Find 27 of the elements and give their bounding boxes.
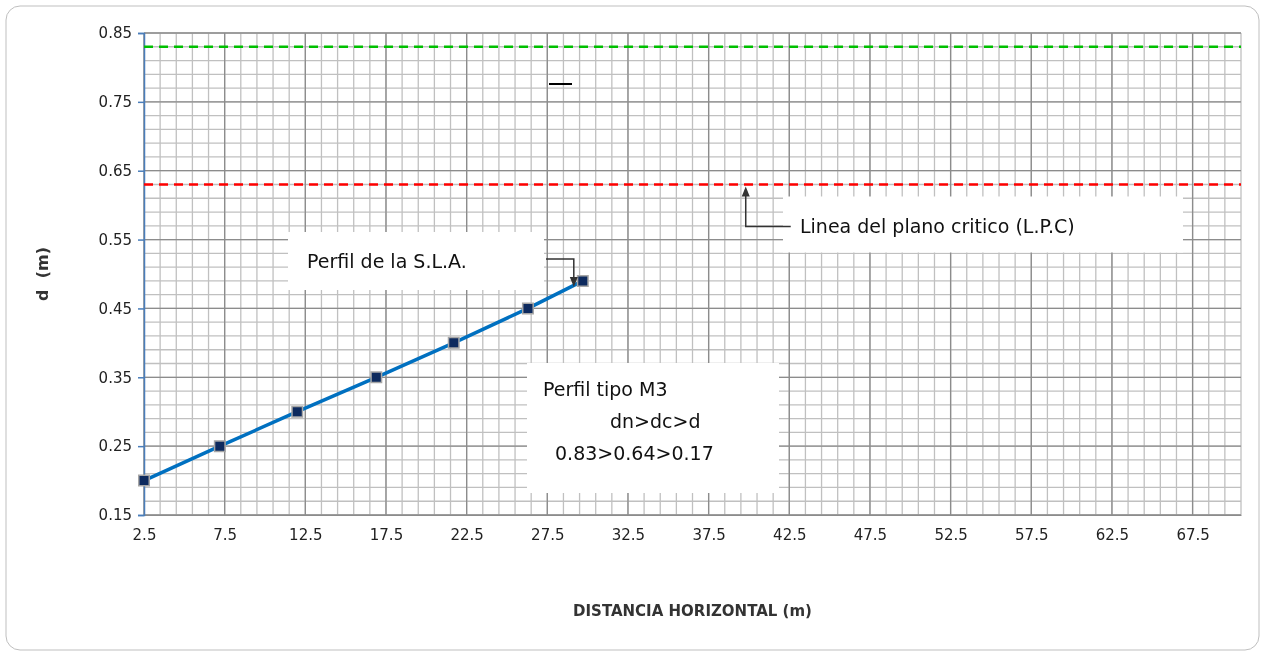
x-tick-label: 47.5 [853, 525, 888, 544]
x-tick-label: 67.5 [1176, 525, 1210, 544]
x-tick-label: 22.5 [450, 525, 484, 544]
y-axis-title: d (m) [33, 247, 52, 301]
x-tick-label: 52.5 [934, 525, 968, 544]
y-tick-label: 0.25 [98, 437, 132, 456]
x-tick-label: 32.5 [611, 525, 646, 544]
x-tick-label: 42.5 [773, 525, 807, 544]
x-tick-label: 27.5 [531, 525, 565, 544]
y-tick-label: 0.15 [98, 506, 132, 525]
y-tick-label: 0.75 [98, 93, 132, 112]
x-tick-label: 7.5 [213, 525, 238, 544]
ref-line-label: Linea del plano critico (L.P.C) [800, 215, 1075, 238]
x-tick-label: 62.5 [1095, 525, 1130, 544]
x-tick-label: 17.5 [369, 525, 404, 544]
y-tick-label: 0.85 [98, 24, 132, 43]
y-tick-label: 0.55 [98, 230, 132, 249]
x-tick-label: 57.5 [1015, 525, 1049, 544]
y-tick-label: 0.65 [98, 162, 132, 181]
y-tick-label: 0.35 [98, 368, 132, 387]
x-tick-label: 2.5 [132, 525, 157, 544]
x-tick-label: 12.5 [289, 525, 323, 544]
x-tick-label: 37.5 [692, 525, 726, 544]
annotation: Perfil de la S.L.A. [307, 250, 467, 272]
x-axis-title: DISTANCIA HORIZONTAL (m) [573, 602, 812, 620]
y-tick-label: 0.45 [98, 299, 132, 318]
annotation: Perfil tipo M3 dn>dc>d 0.83>0.64>0.17 [543, 378, 714, 464]
